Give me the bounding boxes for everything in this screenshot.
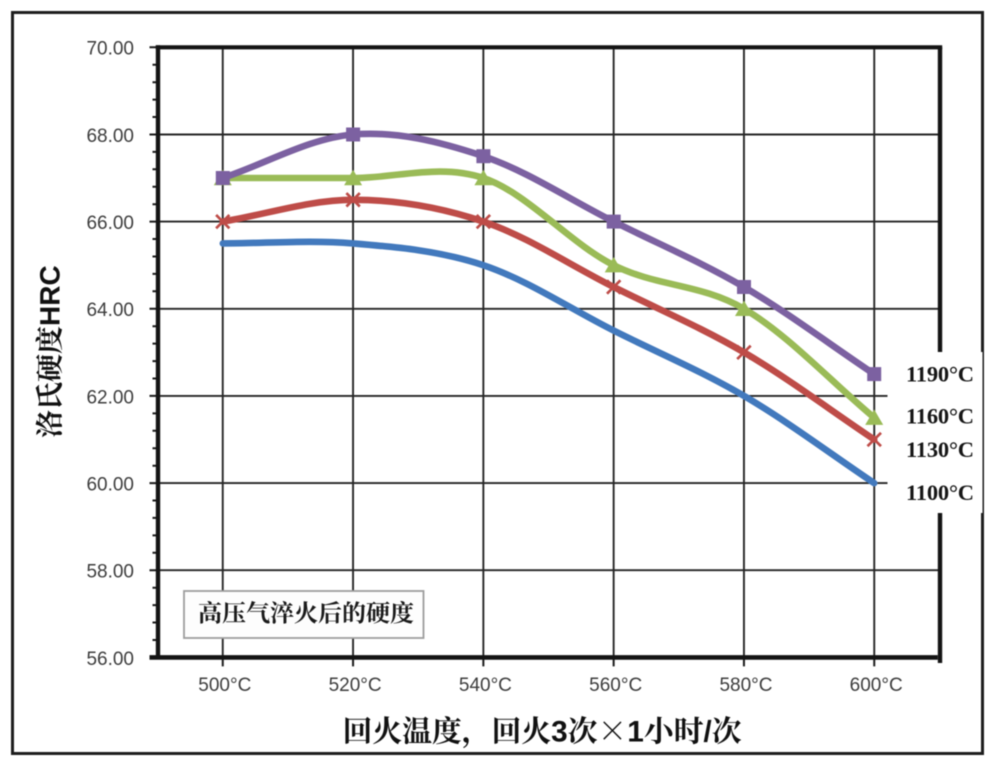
svg-text:560°C: 560°C [589,675,642,696]
svg-text:540°C: 540°C [459,675,512,696]
svg-text:62.00: 62.00 [86,387,134,408]
svg-text:580°C: 580°C [719,675,772,696]
svg-text:1100°C: 1100°C [906,480,974,505]
svg-text:56.00: 56.00 [86,649,134,670]
svg-text:1160°C: 1160°C [906,403,974,428]
svg-text:60.00: 60.00 [86,475,134,496]
svg-text:58.00: 58.00 [86,562,134,583]
svg-text:520°C: 520°C [329,675,382,696]
svg-text:64.00: 64.00 [86,300,134,321]
svg-text:1130°C: 1130°C [906,437,974,462]
svg-text:1190°C: 1190°C [906,362,974,387]
svg-text:70.00: 70.00 [86,39,134,60]
svg-text:66.00: 66.00 [86,213,134,234]
svg-text:600°C: 600°C [850,675,903,696]
svg-text:500°C: 500°C [198,675,251,696]
svg-text:68.00: 68.00 [86,126,134,147]
